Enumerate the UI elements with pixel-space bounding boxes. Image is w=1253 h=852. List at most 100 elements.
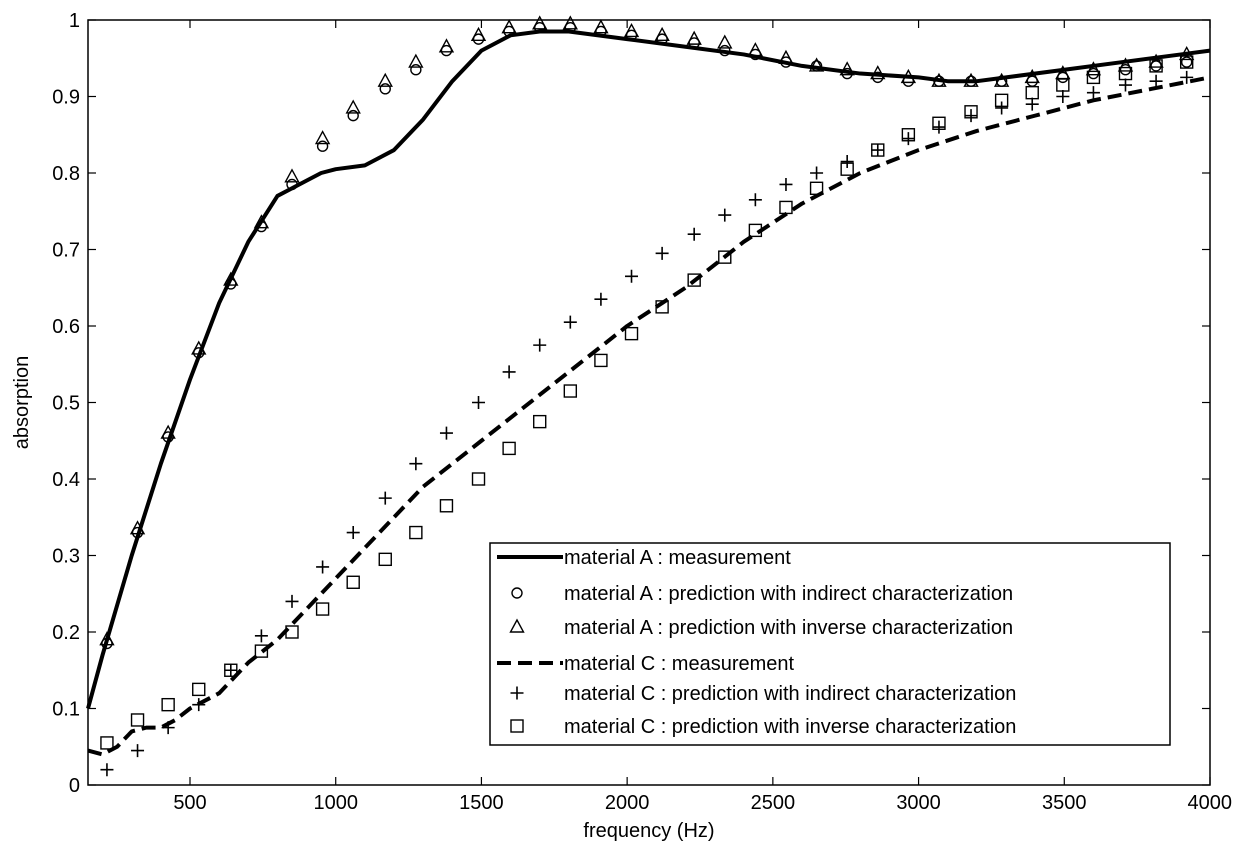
data-point [408, 53, 424, 68]
data-point [964, 105, 978, 119]
data-point [718, 208, 732, 222]
data-point [1149, 59, 1163, 73]
data-point [749, 48, 762, 61]
data-point [129, 520, 146, 535]
data-point [932, 120, 946, 134]
legend-item: material A : measurement [497, 547, 791, 569]
legend-marker-swatch [510, 686, 524, 700]
data-point [1087, 67, 1100, 80]
legend-label: material A : measurement [564, 547, 791, 569]
data-point [439, 499, 454, 513]
data-point [378, 491, 392, 505]
data-point [1118, 78, 1132, 92]
legend-item: material C : prediction with inverse cha… [510, 716, 1016, 738]
data-point [932, 116, 946, 130]
data-point [224, 663, 238, 677]
data-point [686, 30, 702, 45]
data-point [1056, 78, 1070, 92]
data-point [778, 49, 794, 64]
series-3 [99, 15, 1195, 646]
data-point [192, 682, 206, 697]
series-2 [101, 21, 1193, 650]
data-point [1148, 53, 1164, 68]
data-point [316, 560, 330, 574]
data-point [1117, 57, 1134, 72]
data-point [719, 44, 731, 57]
y-tick-label: 0.4 [52, 469, 80, 491]
data-point [840, 162, 854, 176]
data-point [718, 250, 732, 264]
legend-label: material A : prediction with inverse cha… [564, 617, 1013, 639]
y-tick-label: 0 [69, 775, 80, 797]
legend-item: material C : measurement [497, 653, 795, 675]
data-point [594, 353, 608, 368]
axis-ticks: 500 1000 1500 2000 2500 3000 3500 4000 0 0.1 0.2 0.… [52, 10, 1232, 814]
data-point [379, 83, 391, 95]
data-point [533, 414, 547, 429]
y-tick-label: 1 [69, 10, 80, 32]
data-point [871, 143, 885, 157]
data-point [594, 292, 608, 306]
data-point [748, 223, 763, 238]
x-tick-label: 2500 [751, 792, 796, 814]
data-point [99, 631, 115, 646]
y-tick-label: 0.6 [52, 316, 80, 338]
data-point [994, 93, 1009, 108]
x-tick-label: 1000 [313, 792, 358, 814]
data-point [130, 713, 145, 727]
data-point [101, 637, 113, 650]
legend-label: material A : prediction with indirect ch… [564, 583, 1013, 605]
data-point [285, 594, 299, 608]
data-point [655, 246, 669, 260]
x-tick-label: 1500 [459, 792, 504, 814]
data-point [254, 644, 269, 658]
data-point [900, 68, 917, 84]
data-point [378, 552, 392, 567]
data-point [779, 200, 793, 215]
data-point [1025, 97, 1039, 111]
data-point [193, 347, 205, 359]
data-point [254, 629, 268, 643]
data-point [410, 64, 422, 76]
data-point [564, 21, 577, 34]
plot-series [86, 15, 1211, 777]
series-line [86, 29, 1211, 710]
y-tick-label: 0.8 [52, 163, 80, 185]
data-point [409, 525, 423, 540]
data-point [253, 214, 270, 229]
legend-label: material C : prediction with inverse cha… [564, 716, 1016, 738]
data-point [533, 338, 547, 352]
data-point [623, 23, 640, 38]
data-point [1179, 45, 1195, 61]
legend-label: material C : prediction with indirect ch… [564, 683, 1016, 705]
data-point [810, 166, 824, 180]
data-point [439, 426, 453, 440]
data-point [625, 269, 639, 283]
data-point [656, 33, 668, 45]
data-point [1086, 70, 1101, 85]
legend-item: material A : prediction with indirect ch… [511, 583, 1013, 605]
data-point [593, 19, 609, 34]
data-point [1180, 70, 1194, 84]
data-point [995, 101, 1009, 115]
data-point [1179, 55, 1194, 69]
data-point [285, 625, 299, 639]
data-point [1150, 60, 1162, 72]
data-point [100, 763, 114, 777]
x-axis-label: frequency (Hz) [583, 820, 714, 842]
data-point [1119, 64, 1132, 76]
data-point [255, 220, 268, 233]
data-point [345, 99, 361, 114]
data-point [1149, 74, 1163, 88]
data-point [625, 29, 638, 41]
data-point [902, 75, 915, 87]
data-point [687, 227, 701, 241]
y-axis-label: absorption [11, 356, 33, 449]
legend-marker-swatch [510, 719, 524, 733]
series-6 [100, 55, 1194, 750]
series-1 [86, 29, 1211, 710]
data-point [225, 278, 237, 290]
data-point [871, 143, 885, 157]
legend: material A : measurement material A : pre… [489, 542, 1171, 746]
